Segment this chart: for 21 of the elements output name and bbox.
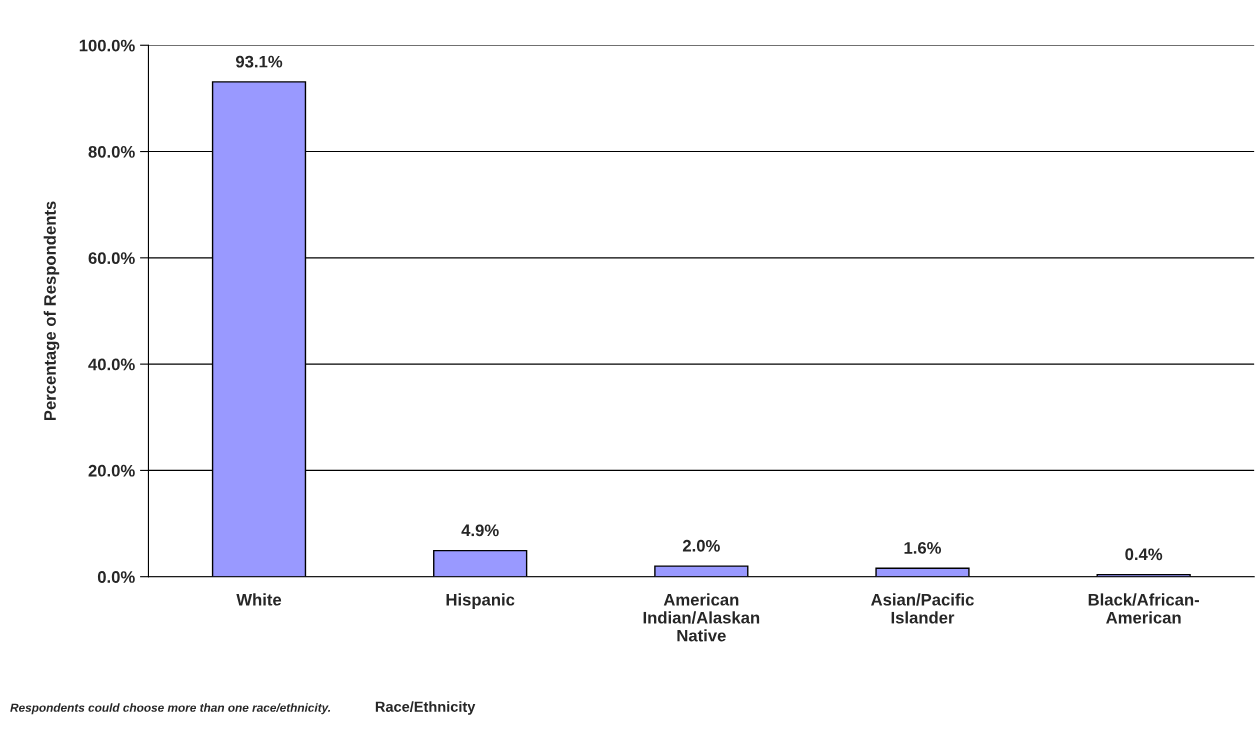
data-label: 4.9% <box>461 524 499 537</box>
y-tick-label: 0.0% <box>97 571 135 583</box>
bar <box>433 549 528 577</box>
y-tick-label: 40.0% <box>88 358 135 371</box>
x-tick-label: Black/African-American <box>1088 593 1200 624</box>
y-tick-label: 60.0% <box>88 252 135 265</box>
bar <box>654 565 749 577</box>
x-tick-label: Asian/Pacific Islander <box>871 593 974 624</box>
text: Respondents could choose more than one race/ethnicity. <box>10 703 331 715</box>
x-tick-label: Hispanic <box>446 593 515 609</box>
data-label: 1.6% <box>904 541 942 554</box>
data-label: 2.0% <box>682 539 720 552</box>
x-tick-label: American Indian/Alaskan Native <box>643 593 760 642</box>
x-axis-title: Race/Ethnicity <box>375 701 476 715</box>
y-axis-title: Percentage of Respondents <box>43 201 60 421</box>
y-tick-label: 100.0% <box>79 39 135 52</box>
y-tick-label: 20.0% <box>88 464 135 477</box>
y-tick-label: 80.0% <box>88 145 135 158</box>
x-tick-label: White <box>236 593 282 606</box>
data-label: 93.1% <box>235 55 283 68</box>
data-label: 0.4% <box>1125 548 1163 561</box>
